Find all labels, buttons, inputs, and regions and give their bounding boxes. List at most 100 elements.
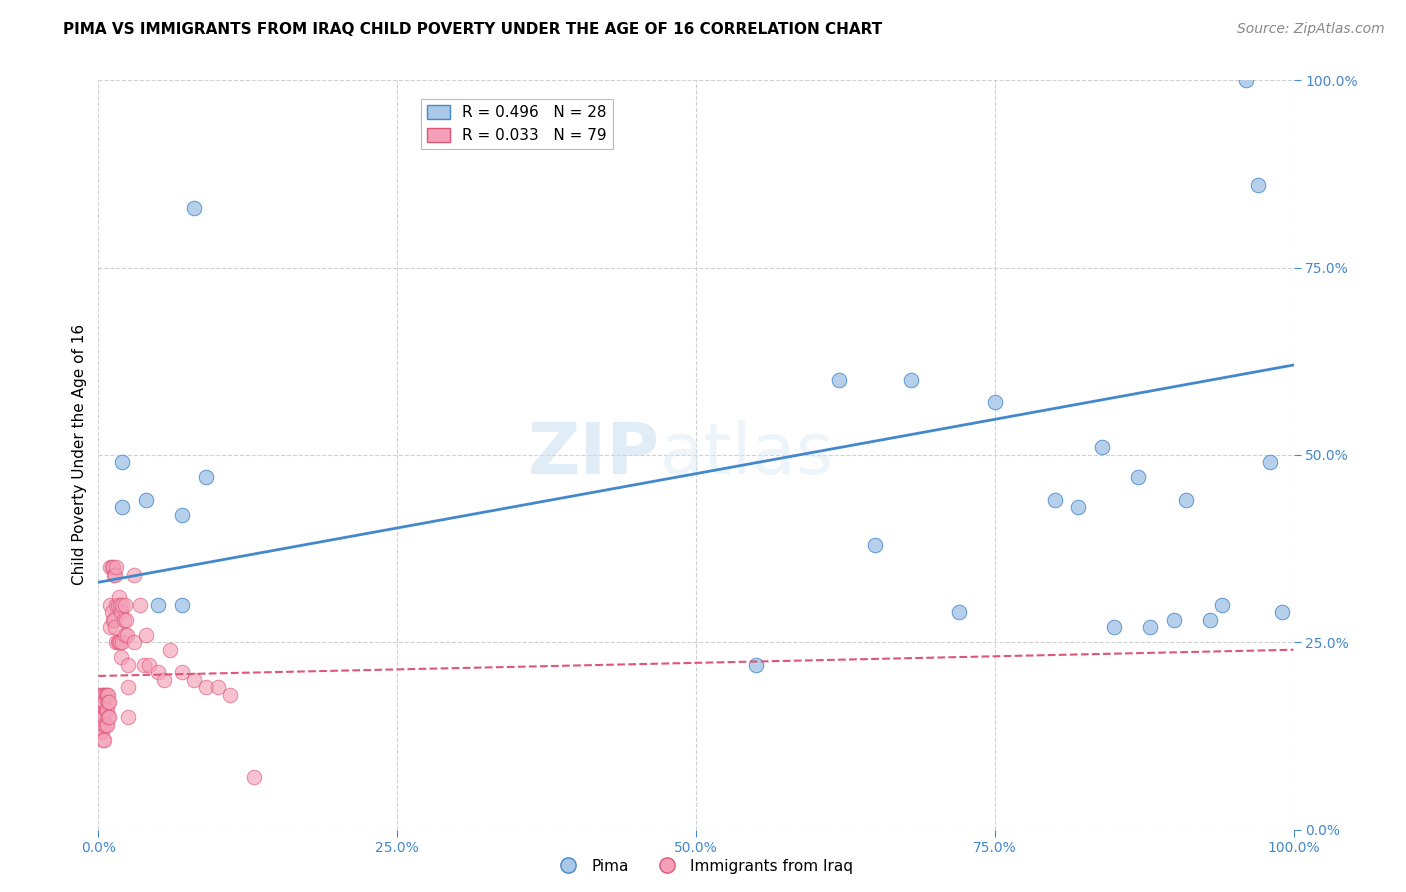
Point [91,695,114,709]
Point [98,695,121,709]
Point [104,567,127,582]
Text: PIMA VS IMMIGRANTS FROM IRAQ CHILD POVERTY UNDER THE AGE OF 16 CORRELATION CHART: PIMA VS IMMIGRANTS FROM IRAQ CHILD POVER… [63,22,883,37]
Point [219,688,242,702]
Point [1163,613,1185,627]
Point [138,657,160,672]
Point [96,717,118,731]
Point [117,657,139,672]
Point [183,201,205,215]
Point [745,657,768,672]
Text: ZIP: ZIP [527,420,661,490]
Point [1211,598,1233,612]
Point [97,710,120,724]
Point [111,500,134,515]
Point [1247,178,1270,193]
Point [89,703,111,717]
Point [172,508,194,522]
Point [96,703,118,717]
Point [108,598,131,612]
Point [90,710,112,724]
Point [100,605,122,619]
Point [97,688,120,702]
Point [91,732,114,747]
Point [117,710,139,724]
Point [91,710,114,724]
Text: atlas: atlas [661,420,835,490]
Point [107,635,129,649]
Point [98,560,122,574]
Point [900,373,922,387]
Point [1234,73,1257,87]
Point [865,538,887,552]
Point [148,665,170,680]
Point [98,620,122,634]
Point [107,598,129,612]
Point [98,598,122,612]
Point [132,657,155,672]
Point [100,560,122,574]
Point [94,688,117,702]
Point [93,688,115,702]
Point [111,455,134,469]
Point [105,560,128,574]
Point [91,695,114,709]
Point [195,680,218,694]
Point [112,613,135,627]
Point [124,567,146,582]
Point [93,695,115,709]
Point [243,770,266,784]
Point [101,613,124,627]
Point [90,725,112,739]
Legend: Pima, Immigrants from Iraq: Pima, Immigrants from Iraq [547,853,859,880]
Point [89,688,111,702]
Point [101,560,124,574]
Point [1091,441,1114,455]
Legend: R = 0.496   N = 28, R = 0.033   N = 79: R = 0.496 N = 28, R = 0.033 N = 79 [420,99,613,149]
Point [148,598,170,612]
Point [110,605,132,619]
Point [1104,620,1126,634]
Point [104,620,127,634]
Point [103,567,125,582]
Point [111,598,134,612]
Point [93,717,115,731]
Point [108,635,131,649]
Point [183,673,205,687]
Point [91,710,114,724]
Point [1128,470,1150,484]
Point [93,732,115,747]
Point [87,695,110,709]
Point [172,598,194,612]
Point [135,492,157,507]
Point [90,717,112,731]
Point [94,717,117,731]
Point [114,628,136,642]
Y-axis label: Child Poverty Under the Age of 16: Child Poverty Under the Age of 16 [72,325,87,585]
Point [1043,492,1066,507]
Point [94,703,117,717]
Point [1258,455,1281,469]
Point [172,665,194,680]
Point [1139,620,1161,634]
Point [103,613,125,627]
Point [110,650,132,665]
Point [97,695,120,709]
Point [114,598,136,612]
Point [948,605,970,619]
Point [115,613,138,627]
Point [984,395,1007,409]
Point [107,591,129,605]
Point [105,598,128,612]
Point [93,710,115,724]
Point [124,635,146,649]
Point [159,642,181,657]
Point [1067,500,1090,515]
Point [111,635,134,649]
Point [98,710,121,724]
Point [107,635,129,649]
Point [96,688,118,702]
Point [1199,613,1222,627]
Point [91,688,114,702]
Point [207,680,229,694]
Point [1175,492,1198,507]
